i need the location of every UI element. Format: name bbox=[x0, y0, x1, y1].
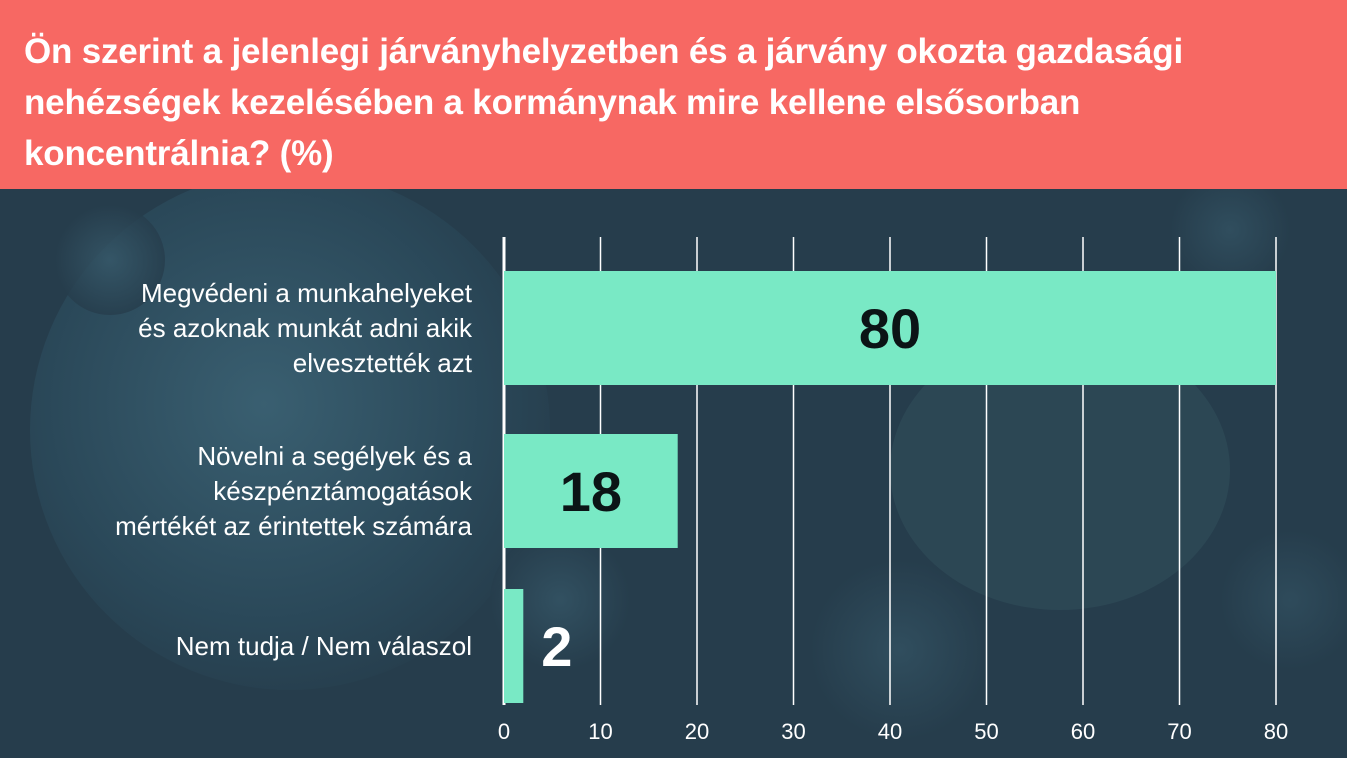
bars bbox=[504, 271, 1276, 703]
bar-chart: Megvédeni a munkahelyeket és azoknak munk… bbox=[115, 237, 1288, 744]
chart-title: Ön szerint a jelenlegi járványhelyzetben… bbox=[24, 32, 1183, 173]
x-tick-label: 10 bbox=[588, 719, 612, 744]
x-tick-label: 60 bbox=[1071, 719, 1095, 744]
data-labels: 80 18 2 bbox=[541, 297, 921, 678]
x-tick-label: 20 bbox=[685, 719, 709, 744]
category-label-line: elvesztették azt bbox=[293, 348, 473, 378]
category-label: Növelni a segélyek és a készpénztámogatás… bbox=[115, 441, 473, 541]
data-label: 2 bbox=[541, 615, 572, 678]
bar bbox=[504, 589, 524, 703]
bar bbox=[504, 271, 1276, 385]
category-label: Megvédeni a munkahelyeket és azoknak munk… bbox=[138, 278, 473, 378]
header-banner: Ön szerint a jelenlegi járványhelyzetben… bbox=[0, 0, 1347, 189]
category-label-line: Nem tudja / Nem válaszol bbox=[176, 631, 472, 661]
x-tick-label: 30 bbox=[781, 719, 805, 744]
category-label-line: és azoknak munkát adni akik bbox=[138, 313, 473, 343]
x-tick-label: 40 bbox=[878, 719, 902, 744]
x-tick-label: 80 bbox=[1264, 719, 1288, 744]
data-label: 18 bbox=[560, 460, 622, 523]
bar bbox=[504, 434, 678, 548]
category-label-line: Megvédeni a munkahelyeket bbox=[141, 278, 473, 308]
x-tick-label: 0 bbox=[498, 719, 510, 744]
category-label-line: készpénztámogatások bbox=[213, 476, 473, 506]
x-tick-label: 50 bbox=[974, 719, 998, 744]
data-label: 80 bbox=[859, 297, 921, 360]
category-labels: Megvédeni a munkahelyeket és azoknak munk… bbox=[115, 278, 473, 661]
x-axis-tick-labels: 0 10 20 30 40 50 60 70 80 bbox=[498, 719, 1288, 744]
x-tick-label: 70 bbox=[1167, 719, 1191, 744]
category-label-line: Növelni a segélyek és a bbox=[197, 441, 472, 471]
category-label: Nem tudja / Nem válaszol bbox=[176, 631, 472, 661]
category-label-line: mértékét az érintettek számára bbox=[115, 511, 472, 541]
